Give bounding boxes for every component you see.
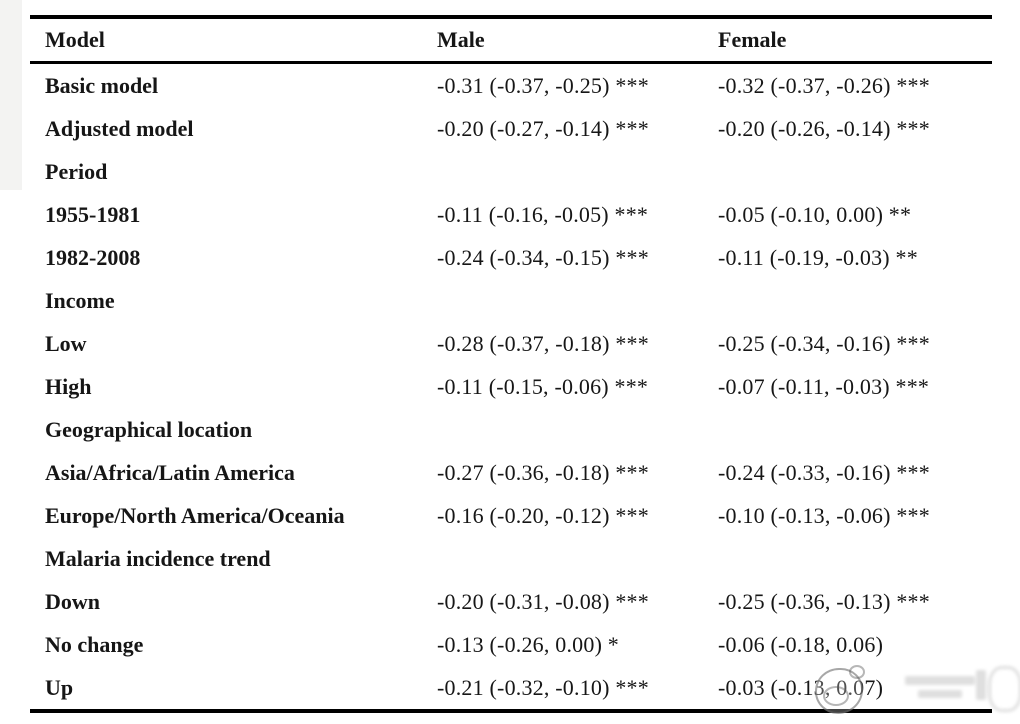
row-label-cell: Low: [45, 330, 87, 356]
table-row: Europe/North America/Oceania -0.16 (-0.2…: [30, 494, 992, 537]
row-label-cell: 1982-2008: [45, 244, 141, 270]
row-label-cell: Basic model: [45, 72, 159, 98]
row-label-cell: Europe/North America/Oceania: [45, 502, 345, 528]
column-header-female: Female: [718, 27, 787, 52]
row-label-cell: Malaria incidence trend: [45, 545, 271, 571]
female-value-cell: -0.05 (-0.10, 0.00) **: [718, 201, 912, 227]
male-value-cell: -0.21 (-0.32, -0.10) ***: [437, 674, 649, 700]
male-value-cell: -0.16 (-0.20, -0.12) ***: [437, 502, 649, 528]
table-row: 1982-2008 -0.24 (-0.34, -0.15) *** -0.11…: [30, 236, 992, 279]
table-section-row: Malaria incidence trend: [30, 537, 992, 580]
female-value-cell: -0.07 (-0.11, -0.03) ***: [718, 373, 930, 399]
row-label-cell: Asia/Africa/Latin America: [45, 459, 295, 485]
row-label-cell: Geographical location: [45, 416, 253, 442]
female-value-cell: -0.20 (-0.26, -0.14) ***: [718, 115, 930, 141]
row-label-cell: Adjusted model: [45, 115, 194, 141]
male-value-cell: -0.24 (-0.34, -0.15) ***: [437, 244, 649, 270]
row-label-cell: Period: [45, 158, 108, 184]
female-value-cell: -0.03 (-0.13, 0.07): [718, 674, 884, 700]
column-header-model: Model: [45, 27, 105, 52]
row-label-cell: No change: [45, 631, 144, 657]
table-header-row: Model Male Female: [30, 19, 992, 64]
table-row: 1955-1981 -0.11 (-0.16, -0.05) *** -0.05…: [30, 193, 992, 236]
male-value-cell: -0.11 (-0.15, -0.06) ***: [437, 373, 649, 399]
row-label-cell: Income: [45, 287, 115, 313]
male-value-cell: -0.13 (-0.26, 0.00) *: [437, 631, 620, 657]
table-section-row: Income: [30, 279, 992, 322]
female-value-cell: -0.32 (-0.37, -0.26) ***: [718, 72, 930, 98]
row-label-cell: High: [45, 373, 92, 399]
female-value-cell: -0.24 (-0.33, -0.16) ***: [718, 459, 930, 485]
row-label-cell: Up: [45, 674, 74, 700]
table-row: Down -0.20 (-0.31, -0.08) *** -0.25 (-0.…: [30, 580, 992, 623]
table-section-row: Geographical location: [30, 408, 992, 451]
table-row: Adjusted model -0.20 (-0.27, -0.14) *** …: [30, 107, 992, 150]
male-value-cell: -0.27 (-0.36, -0.18) ***: [437, 459, 649, 485]
table-row: High -0.11 (-0.15, -0.06) *** -0.07 (-0.…: [30, 365, 992, 408]
male-value-cell: -0.20 (-0.31, -0.08) ***: [437, 588, 649, 614]
male-value-cell: -0.31 (-0.37, -0.25) ***: [437, 72, 649, 98]
table-row: Low -0.28 (-0.37, -0.18) *** -0.25 (-0.3…: [30, 322, 992, 365]
results-table: Model Male Female Basic model -0.31 (-0.…: [30, 15, 992, 713]
table-row: Basic model -0.31 (-0.37, -0.25) *** -0.…: [30, 64, 992, 107]
watermark-glyph: [988, 666, 1020, 712]
female-value-cell: -0.25 (-0.34, -0.16) ***: [718, 330, 930, 356]
male-value-cell: -0.20 (-0.27, -0.14) ***: [437, 115, 649, 141]
female-value-cell: -0.06 (-0.18, 0.06): [718, 631, 884, 657]
male-value-cell: -0.11 (-0.16, -0.05) ***: [437, 201, 649, 227]
male-value-cell: -0.28 (-0.37, -0.18) ***: [437, 330, 649, 356]
female-value-cell: -0.11 (-0.19, -0.03) **: [718, 244, 918, 270]
table-row: Asia/Africa/Latin America -0.27 (-0.36, …: [30, 451, 992, 494]
row-label-cell: 1955-1981: [45, 201, 141, 227]
table-row: Up -0.21 (-0.32, -0.10) *** -0.03 (-0.13…: [30, 666, 992, 709]
table-row: No change -0.13 (-0.26, 0.00) * -0.06 (-…: [30, 623, 992, 666]
female-value-cell: -0.25 (-0.36, -0.13) ***: [718, 588, 930, 614]
scan-edge-artifact: [0, 0, 22, 190]
female-value-cell: -0.10 (-0.13, -0.06) ***: [718, 502, 930, 528]
column-header-male: Male: [437, 27, 485, 52]
row-label-cell: Down: [45, 588, 101, 614]
table-section-row: Period: [30, 150, 992, 193]
